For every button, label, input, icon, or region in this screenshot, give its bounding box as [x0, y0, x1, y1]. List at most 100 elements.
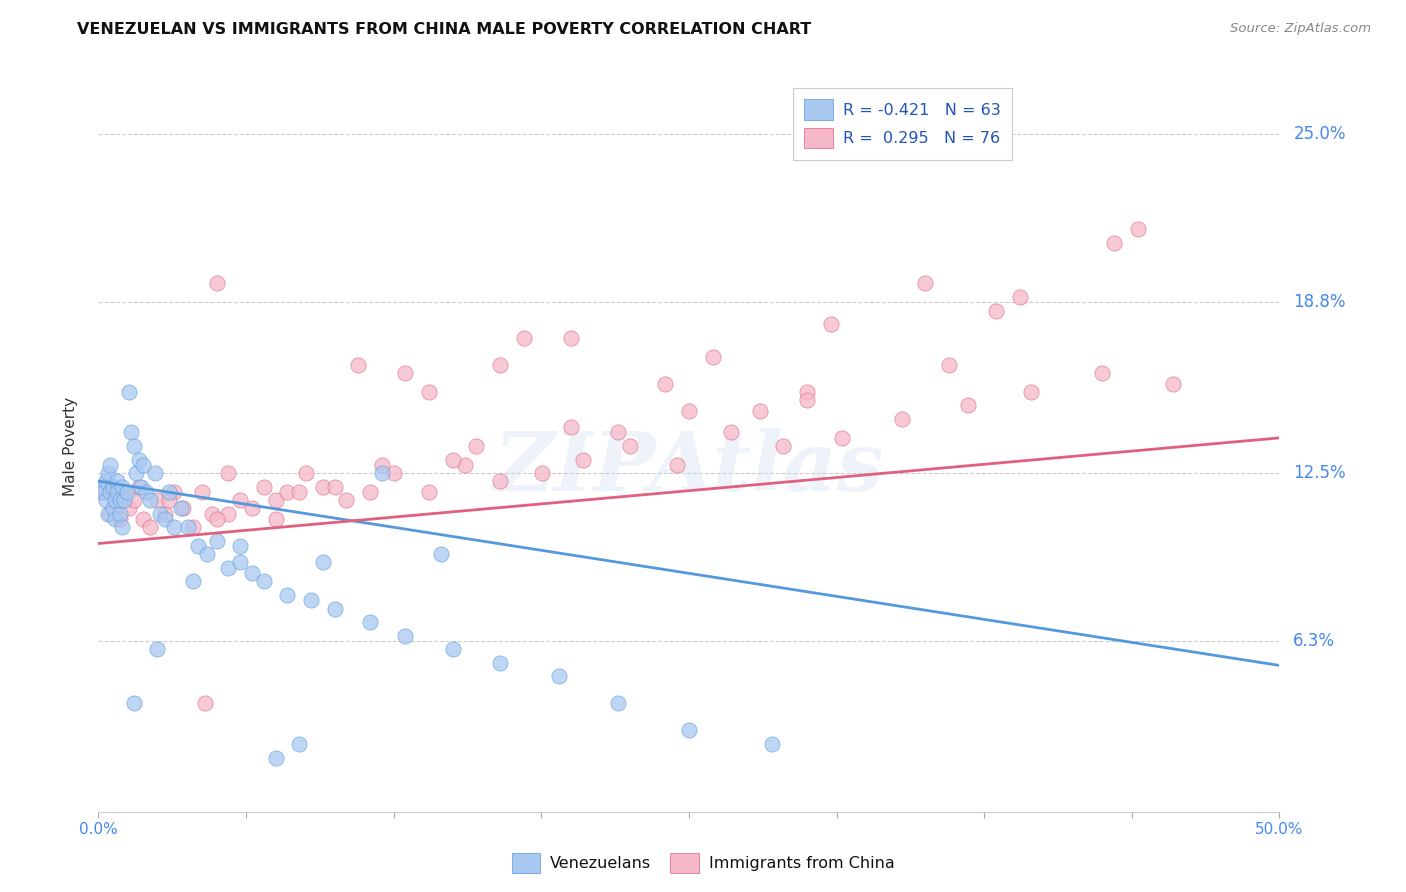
Point [264, 512, 287, 526]
Point [195, 547, 218, 561]
Point [531, 466, 554, 480]
Point [122, 493, 145, 508]
Point [312, 480, 335, 494]
Point [359, 485, 381, 500]
Point [118, 501, 141, 516]
Text: 25.0%: 25.0% [1294, 126, 1346, 144]
Point [772, 439, 794, 453]
Point [108, 507, 131, 521]
Point [796, 384, 818, 399]
Point [105, 474, 128, 488]
Point [820, 317, 842, 331]
Point [796, 392, 818, 407]
Point [1008, 290, 1031, 304]
Legend: R = -0.421   N = 63, R =  0.295   N = 76: R = -0.421 N = 63, R = 0.295 N = 76 [793, 88, 1012, 160]
Point [489, 358, 512, 372]
Point [264, 750, 287, 764]
Point [394, 366, 416, 380]
Point [229, 556, 252, 570]
Text: 6.3%: 6.3% [1294, 632, 1336, 650]
Point [91, 485, 114, 500]
Point [571, 452, 593, 467]
Point [125, 466, 148, 480]
Point [217, 466, 239, 480]
Point [418, 485, 440, 500]
Point [177, 520, 200, 534]
Point [191, 485, 214, 500]
Point [666, 458, 689, 472]
Point [253, 574, 276, 589]
Point [299, 593, 322, 607]
Point [111, 480, 134, 494]
Point [264, 493, 287, 508]
Y-axis label: Male Poverty: Male Poverty [63, 396, 77, 496]
Point [112, 485, 135, 500]
Point [1102, 235, 1125, 250]
Point [394, 629, 416, 643]
Point [170, 501, 193, 516]
Point [347, 358, 370, 372]
Point [101, 480, 124, 494]
Point [94, 474, 117, 488]
Point [98, 485, 121, 500]
Point [1021, 384, 1043, 399]
Point [90, 485, 112, 500]
Point [90, 480, 112, 494]
Point [678, 404, 700, 418]
Point [288, 485, 311, 500]
Point [146, 493, 169, 508]
Point [181, 520, 204, 534]
Text: VENEZUELAN VS IMMIGRANTS FROM CHINA MALE POVERTY CORRELATION CHART: VENEZUELAN VS IMMIGRANTS FROM CHINA MALE… [77, 22, 811, 37]
Point [371, 458, 394, 472]
Point [108, 493, 131, 508]
Point [143, 466, 166, 480]
Point [453, 458, 475, 472]
Point [104, 493, 127, 508]
Point [418, 384, 440, 399]
Point [295, 466, 318, 480]
Point [205, 277, 228, 291]
Point [229, 493, 252, 508]
Point [382, 466, 405, 480]
Point [111, 520, 134, 534]
Point [132, 512, 155, 526]
Point [139, 493, 162, 508]
Point [1091, 366, 1114, 380]
Point [335, 493, 357, 508]
Point [229, 539, 252, 553]
Point [441, 452, 464, 467]
Point [115, 485, 138, 500]
Point [323, 601, 346, 615]
Point [128, 452, 150, 467]
Text: 18.8%: 18.8% [1294, 293, 1346, 311]
Point [98, 507, 121, 521]
Point [914, 277, 936, 291]
Point [98, 458, 121, 472]
Point [276, 485, 298, 500]
Point [201, 507, 224, 521]
Point [465, 439, 488, 453]
Point [430, 547, 453, 561]
Point [104, 512, 127, 526]
Point [163, 485, 186, 500]
Point [240, 566, 263, 581]
Point [253, 480, 276, 494]
Point [135, 485, 157, 500]
Point [157, 485, 180, 500]
Text: Source: ZipAtlas.com: Source: ZipAtlas.com [1230, 22, 1371, 36]
Point [359, 615, 381, 629]
Point [489, 656, 512, 670]
Point [1161, 376, 1184, 391]
Point [187, 539, 209, 553]
Point [105, 485, 128, 500]
Point [956, 398, 979, 412]
Point [890, 412, 912, 426]
Point [132, 458, 155, 472]
Point [94, 480, 117, 494]
Point [112, 493, 135, 508]
Point [560, 331, 582, 345]
Point [984, 303, 1007, 318]
Point [489, 474, 512, 488]
Text: 12.5%: 12.5% [1294, 464, 1346, 482]
Point [938, 358, 960, 372]
